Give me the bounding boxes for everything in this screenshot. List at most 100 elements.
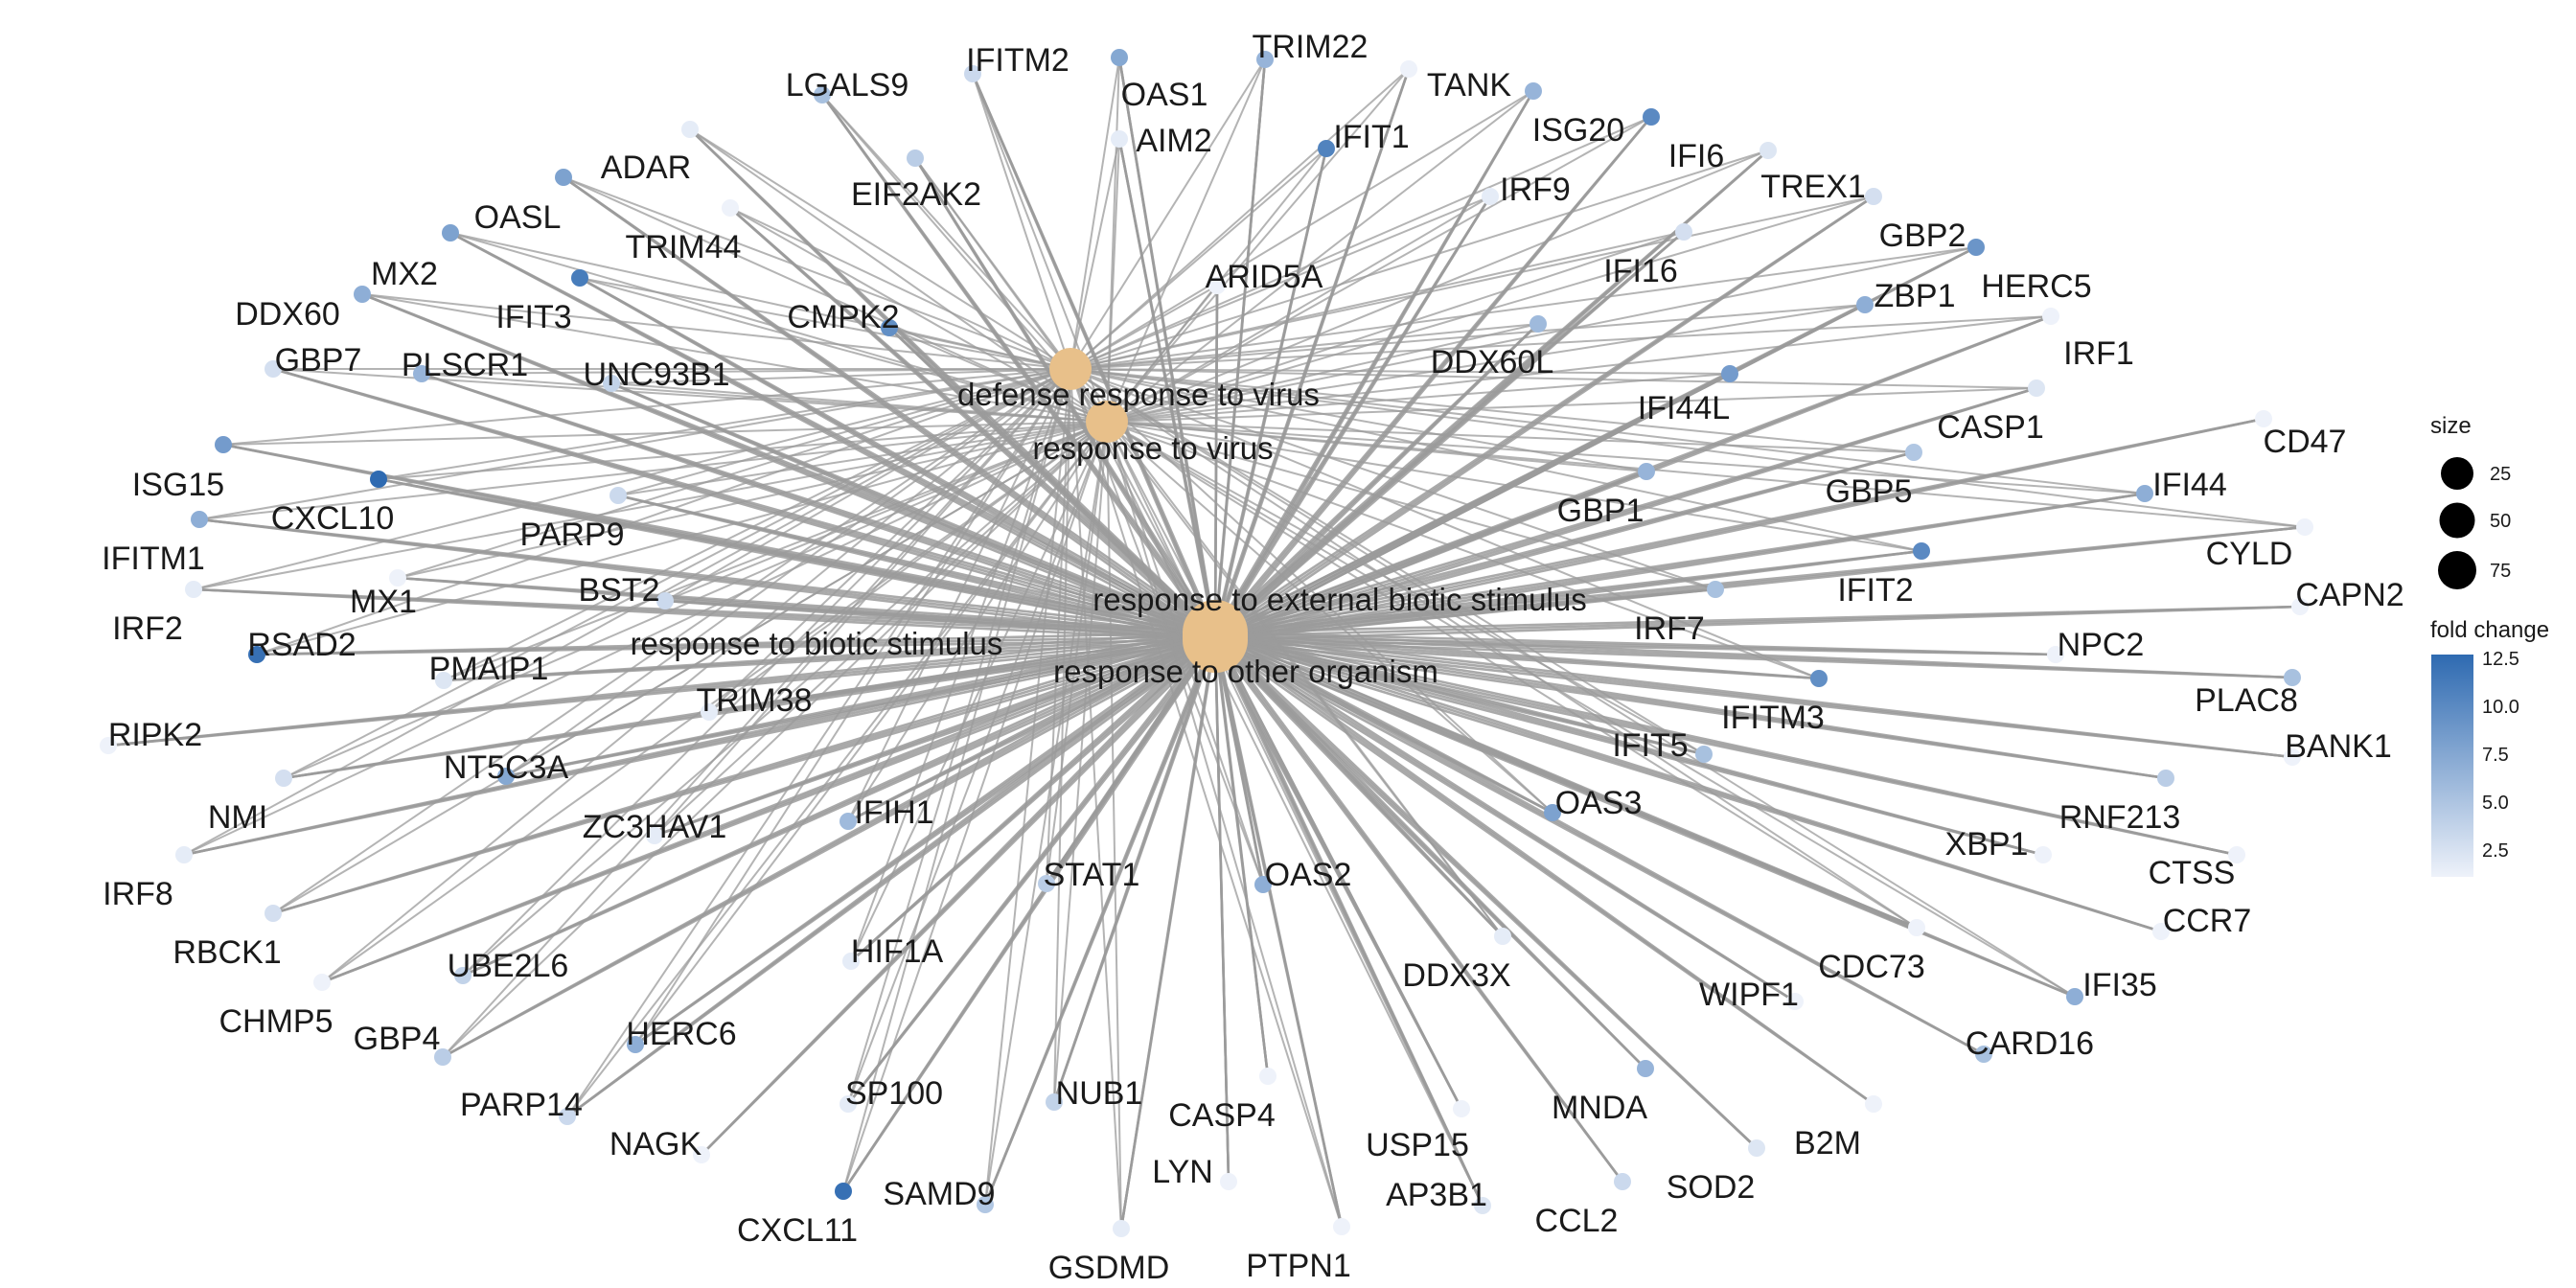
edge-zc3hav1-virus: [654, 421, 1108, 837]
edge-ptpn1-defense: [1070, 368, 1343, 1228]
edge-zbp1-virus: [1106, 304, 1866, 423]
edge-oas3-defense: [1070, 368, 1553, 814]
gene-node-gbp7: [264, 360, 282, 378]
edge-plscr1-defense: [421, 368, 1071, 375]
gene-label-ddx60l: DDX60L: [1431, 344, 1554, 380]
gene-label-cdc73: CDC73: [1818, 949, 1924, 985]
gene-label-b2m: B2M: [1794, 1125, 1861, 1162]
gene-label-ifi16: IFI16: [1603, 253, 1677, 289]
gene-node-ifi6: [1643, 108, 1660, 126]
gene-node-stat1: [1038, 875, 1055, 892]
gene-node-gbp2: [1865, 188, 1882, 205]
edge-ifit2-virus: [1106, 421, 1922, 552]
gene-node-oas1: [1111, 49, 1128, 66]
gene-node-sp100: [840, 1095, 857, 1113]
edge-gbp7-organism: [272, 367, 1216, 642]
edge-nmi-defense: [283, 368, 1071, 779]
gene-label-ddx60: DDX60: [235, 296, 340, 333]
gene-node-irf7: [1707, 581, 1724, 598]
gene-node-ddx60l: [1530, 315, 1547, 333]
gene-node-nt5c3a: [497, 768, 515, 785]
gene-node-samd9: [977, 1196, 994, 1213]
edge-cxcl11-virus: [842, 421, 1108, 1192]
edge-ifitm3-virus: [1106, 421, 1820, 679]
edge-herc5-defense: [1070, 246, 1977, 370]
gene-label-rnf213: RNF213: [2059, 799, 2181, 836]
term-node-virus: [1086, 401, 1128, 443]
edge-ap3b1-defense: [1070, 368, 1484, 1207]
gene-label-cyld: CYLD: [2206, 536, 2293, 572]
color-legend-bar: [2431, 655, 2473, 877]
edge-bst2-virus: [664, 421, 1108, 602]
edge-cyld-defense: [1070, 368, 2306, 528]
gene-label-bank1: BANK1: [2285, 728, 2392, 765]
gene-node-nub1: [1046, 1093, 1063, 1111]
edge-ifit5-virus: [1106, 421, 1705, 755]
gene-label-ifih1: IFIH1: [854, 794, 933, 831]
edge-gbp2-virus: [1106, 196, 1874, 423]
edge-gbp2-organism: [1214, 195, 1874, 642]
gene-node-lgals9: [814, 86, 831, 104]
gene-node-cyld: [2296, 518, 2313, 536]
edge-parp9-organism: [617, 494, 1216, 642]
size-legend-title: size: [2430, 413, 2472, 439]
gene-node-card16: [1975, 1046, 1992, 1063]
term-label-virus: response to virus: [1032, 430, 1273, 466]
edge-ifitm2-organism: [971, 73, 1217, 641]
edge-herc6-virus: [634, 421, 1108, 1046]
edge-isg20-defense: [1070, 90, 1534, 370]
gene-node-npc2: [2047, 646, 2064, 663]
edge-chmp5-defense: [321, 368, 1071, 983]
gene-node-ifit1: [1318, 140, 1335, 157]
gene-label-lgals9: LGALS9: [786, 67, 909, 104]
size-legend-label-75: 75: [2490, 561, 2511, 582]
gene-label-nagk: NAGK: [610, 1126, 702, 1162]
gene-label-eif2ak2: EIF2AK2: [851, 176, 981, 213]
gene-label-cxcl11: CXCL11: [737, 1212, 858, 1249]
edge-ifi35-virus: [1106, 421, 2076, 998]
gene-node-nagk: [693, 1146, 710, 1163]
gene-label-ccr7: CCR7: [2163, 903, 2252, 939]
edge-ptpn1-virus: [1106, 421, 1343, 1228]
edge-ifi6-defense: [1070, 116, 1652, 370]
edge-ube2l6-defense: [462, 368, 1071, 977]
edge-herc6-defense: [634, 368, 1071, 1046]
edge-casp1-virus: [1106, 387, 2037, 423]
gene-label-mnda: MNDA: [1552, 1090, 1647, 1126]
edge-gbp1-defense: [1070, 368, 1647, 472]
gene-label-ccl2: CCL2: [1535, 1203, 1619, 1239]
gene-node-trim38: [701, 703, 718, 721]
edge-trim22-organism: [1213, 58, 1267, 641]
edge-gbp4-organism: [442, 638, 1216, 1059]
edge-cdc73-defense: [1070, 368, 1918, 929]
gene-label-gbp2: GBP2: [1879, 218, 1966, 254]
gene-node-gbp5: [1905, 444, 1922, 461]
gene-node-ifi44l: [1721, 365, 1738, 382]
color-legend-tick-2-5: 2.5: [2482, 840, 2509, 862]
edge-arid5a-virus: [1106, 285, 1218, 423]
gene-label-card16: CARD16: [1966, 1025, 2094, 1062]
gene-node-ifih1: [840, 813, 857, 830]
edge-stat1-virus: [1046, 421, 1108, 885]
gene-node-chmp5: [313, 974, 331, 991]
gene-node-ifitm1: [191, 511, 208, 528]
edge-casp4-organism: [1213, 639, 1270, 1077]
edge-irf8-virus: [183, 421, 1108, 856]
size-legend-dot-50: [2439, 502, 2475, 539]
gene-node-ifi44: [2136, 485, 2153, 502]
gene-node-pmaip1: [435, 672, 452, 689]
edge-lyn-organism: [1213, 639, 1230, 1183]
gene-label-ifit2: IFIT2: [1837, 572, 1913, 609]
edge-stat1-defense: [1046, 368, 1071, 885]
gene-node-cxcl11: [835, 1183, 852, 1200]
gene-node-b2m: [1865, 1095, 1882, 1113]
term-labels: defense response to virus response to vir…: [631, 377, 1587, 689]
gene-label-ifitm3: IFITM3: [1721, 700, 1825, 736]
edge-casp1-defense: [1070, 368, 2037, 389]
gene-node-isg20: [1525, 82, 1542, 100]
edge-ap3b1-organism: [1213, 639, 1484, 1207]
gene-node-ifitm2: [964, 65, 981, 82]
gene-node-irf1: [2042, 308, 2059, 325]
edge-trim38-defense: [708, 368, 1071, 713]
edge-samd9-virus: [984, 421, 1108, 1206]
